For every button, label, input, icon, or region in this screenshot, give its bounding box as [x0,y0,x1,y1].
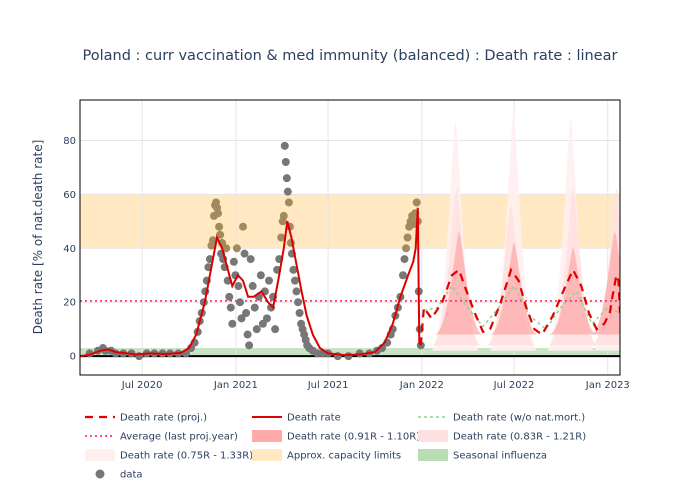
data-point [245,341,254,350]
y-tick-label: 40 [63,244,76,255]
data-point [280,141,289,150]
data-point [262,314,271,323]
influenza-band [80,348,620,357]
legend-item: Average (last proj.year) [85,432,238,443]
data-point [290,276,299,285]
data-point [284,198,293,207]
legend-item: Death rate (w/o nat.mort.) [418,413,585,424]
death-rate-wo-natmort-line [423,284,620,331]
data-point [229,257,238,266]
data-point [295,308,304,317]
data-point [402,244,411,253]
legend-label: Death rate (0.91R - 1.10R) [287,432,420,443]
legend-swatch [418,430,448,442]
data-point [248,282,257,291]
x-tick-label: Jan 2021 [213,380,258,391]
data-point [222,244,231,253]
data-point [283,187,292,196]
legend-item: Death rate (0.91R - 1.10R) [252,430,420,443]
projection-band-peak [434,232,484,335]
legend-item: Death rate (0.83R - 1.21R) [418,430,586,443]
data-point [240,249,249,258]
data-point [225,292,234,301]
data-point [289,265,298,274]
y-tick-label: 80 [63,136,76,147]
legend-label: Death rate (0.75R - 1.33R) [120,451,253,462]
data-point [282,174,291,183]
legend-label: Seasonal influenza [453,451,547,462]
data-point [400,255,409,264]
data-point [228,319,237,328]
data-point [281,158,290,167]
legend-swatch [252,430,282,442]
y-tick-label: 60 [63,190,76,201]
data-point [271,325,280,334]
legend-label: Death rate [287,413,341,424]
data-point [277,233,286,242]
legend-label: Death rate (0.83R - 1.21R) [453,432,586,443]
y-tick-label: 0 [70,352,76,363]
data-point [234,282,243,291]
plot-area: 0 20 40 60 80 Jul 2020 Jan 2021 Jul 2021 Jan 202… [63,99,630,391]
data-point [246,255,255,264]
data-point [237,314,246,323]
data-point [239,222,248,231]
legend-swatch [85,449,115,461]
x-tick-label: Jul 2021 [307,380,349,391]
death-rate-proj-line [419,267,620,346]
x-tick-label: Jul 2020 [121,380,163,391]
plot-frame [79,99,621,376]
data-point [252,325,261,334]
data-point [242,308,251,317]
data-point [216,230,225,239]
legend-swatch [252,449,282,461]
legend: Death rate (proj.) Death rate Death rate (… [85,413,586,481]
data-point [250,303,259,312]
legend-swatch [95,469,105,479]
x-tick-label: Jan 2023 [585,380,630,391]
projection-band-peak [489,242,539,335]
capacity-band [80,194,620,249]
legend-label: Average (last proj.year) [120,432,238,443]
legend-item: Death rate (0.75R - 1.33R) [85,449,253,462]
data-point [214,209,223,218]
data-point [292,287,301,296]
data-point [398,271,407,280]
legend-label: Death rate (proj.) [120,413,207,424]
data-point [243,330,252,339]
data-point [208,236,217,245]
data-point [215,222,224,231]
legend-item: Approx. capacity limits [252,449,401,462]
legend-item: Seasonal influenza [418,449,547,462]
legend-item: Death rate [252,413,341,424]
plot-body [80,100,620,375]
data-point [412,198,421,207]
data-point [403,233,412,242]
legend-item: Death rate (proj.) [85,413,207,424]
data-point [235,298,244,307]
y-axis-label: Death rate [% of nat.death rate] [31,140,45,335]
x-tick-label: Jul 2022 [493,380,535,391]
projection-band-peak [548,248,598,335]
legend-item: data [95,469,143,481]
x-tick-label: Jan 2022 [399,380,444,391]
data-point [294,298,303,307]
data-point [232,244,241,253]
chart-title: Poland : curr vaccination & med immunity… [83,48,618,64]
data-point [256,271,265,280]
data-point [279,211,288,220]
legend-label: Death rate (w/o nat.mort.) [453,413,585,424]
legend-label: data [120,470,143,481]
death-rate-line [80,207,422,358]
legend-swatch [418,449,448,461]
legend-label: Approx. capacity limits [287,451,401,462]
data-point [344,352,353,361]
y-tick-label: 20 [63,298,76,309]
data-point [226,303,235,312]
data-point [265,276,273,285]
